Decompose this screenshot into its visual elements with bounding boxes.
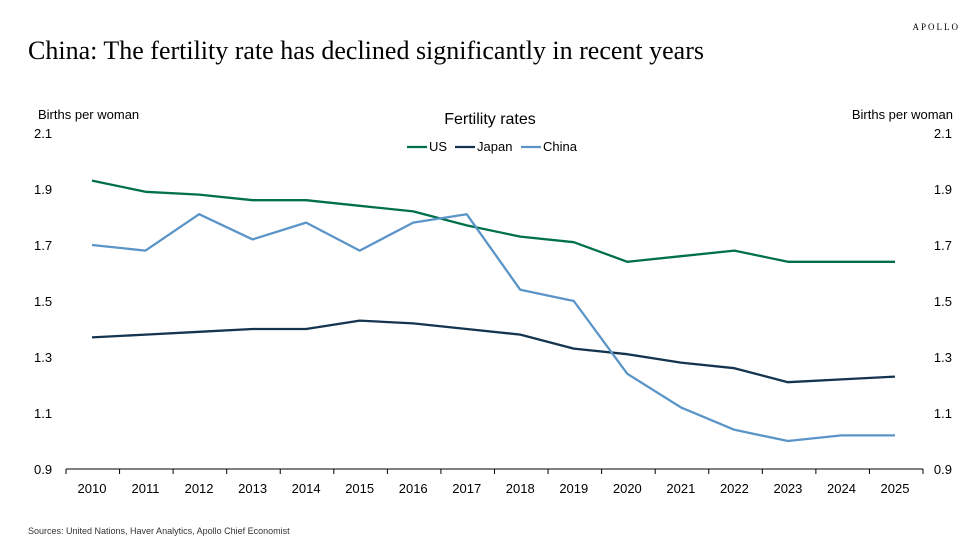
x-tick-label: 2012 xyxy=(185,481,214,496)
legend: US Japan China xyxy=(407,139,578,154)
x-tick-label: 2025 xyxy=(881,481,910,496)
y-tick-label-left: 1.7 xyxy=(34,238,52,253)
y-tick-label-right: 1.9 xyxy=(934,182,952,197)
x-tick-label: 2016 xyxy=(399,481,428,496)
series-line-us xyxy=(91,179,895,263)
x-tick-label: 2011 xyxy=(132,481,160,496)
x-tick-label: 2013 xyxy=(238,481,267,496)
legend-label: US xyxy=(429,139,447,154)
x-tick-label: 2018 xyxy=(506,481,535,496)
legend-label: Japan xyxy=(477,139,512,154)
x-axis: 2010 2011 2012 2013 2014 2015 2016 2017 2018 2019… xyxy=(65,468,924,496)
legend-label: China xyxy=(543,139,578,154)
y-axis-left: 0.9 1.1 1.3 1.5 1.7 1.9 2.1 xyxy=(34,126,52,477)
y-axis-right: 0.9 1.1 1.3 1.5 1.7 1.9 2.1 xyxy=(934,126,952,477)
y-tick-label-right: 1.1 xyxy=(934,406,952,421)
source-note: Sources: United Nations, Haver Analytics… xyxy=(28,526,290,536)
x-tick-label: 2010 xyxy=(78,481,107,496)
x-tick-label: 2022 xyxy=(720,481,749,496)
x-tick-label: 2021 xyxy=(666,481,695,496)
y-tick-label-right: 1.7 xyxy=(934,238,952,253)
chart-title: Fertility rates xyxy=(444,111,536,128)
x-tick-label: 2020 xyxy=(613,481,642,496)
y-tick-label-left: 1.1 xyxy=(34,406,52,421)
y-axis-label-right: Births per woman xyxy=(852,107,953,122)
page-title: China: The fertility rate has declined s… xyxy=(28,36,704,65)
y-tick-label-right: 0.9 xyxy=(934,462,952,477)
y-tick-label-right: 2.1 xyxy=(934,126,952,141)
y-axis-label-left: Births per woman xyxy=(38,107,139,122)
x-tick-label: 2024 xyxy=(827,481,856,496)
x-tick-label: 2017 xyxy=(452,481,481,496)
y-tick-label-left: 1.5 xyxy=(34,294,52,309)
series-lines xyxy=(91,179,896,443)
y-tick-label-left: 0.9 xyxy=(34,462,52,477)
series-line-japan xyxy=(91,319,896,384)
brand-logo: APOLLO xyxy=(912,22,960,32)
y-tick-label-left: 2.1 xyxy=(34,126,52,141)
x-tick-label: 2015 xyxy=(345,481,374,496)
y-tick-label-right: 1.3 xyxy=(934,350,952,365)
x-tick-label: 2014 xyxy=(292,481,321,496)
y-tick-label-left: 1.3 xyxy=(34,350,52,365)
y-tick-label-left: 1.9 xyxy=(34,182,52,197)
y-tick-label-right: 1.5 xyxy=(934,294,952,309)
series-line-china xyxy=(91,213,895,443)
x-tick-label: 2023 xyxy=(773,481,802,496)
x-tick-label: 2019 xyxy=(559,481,588,496)
